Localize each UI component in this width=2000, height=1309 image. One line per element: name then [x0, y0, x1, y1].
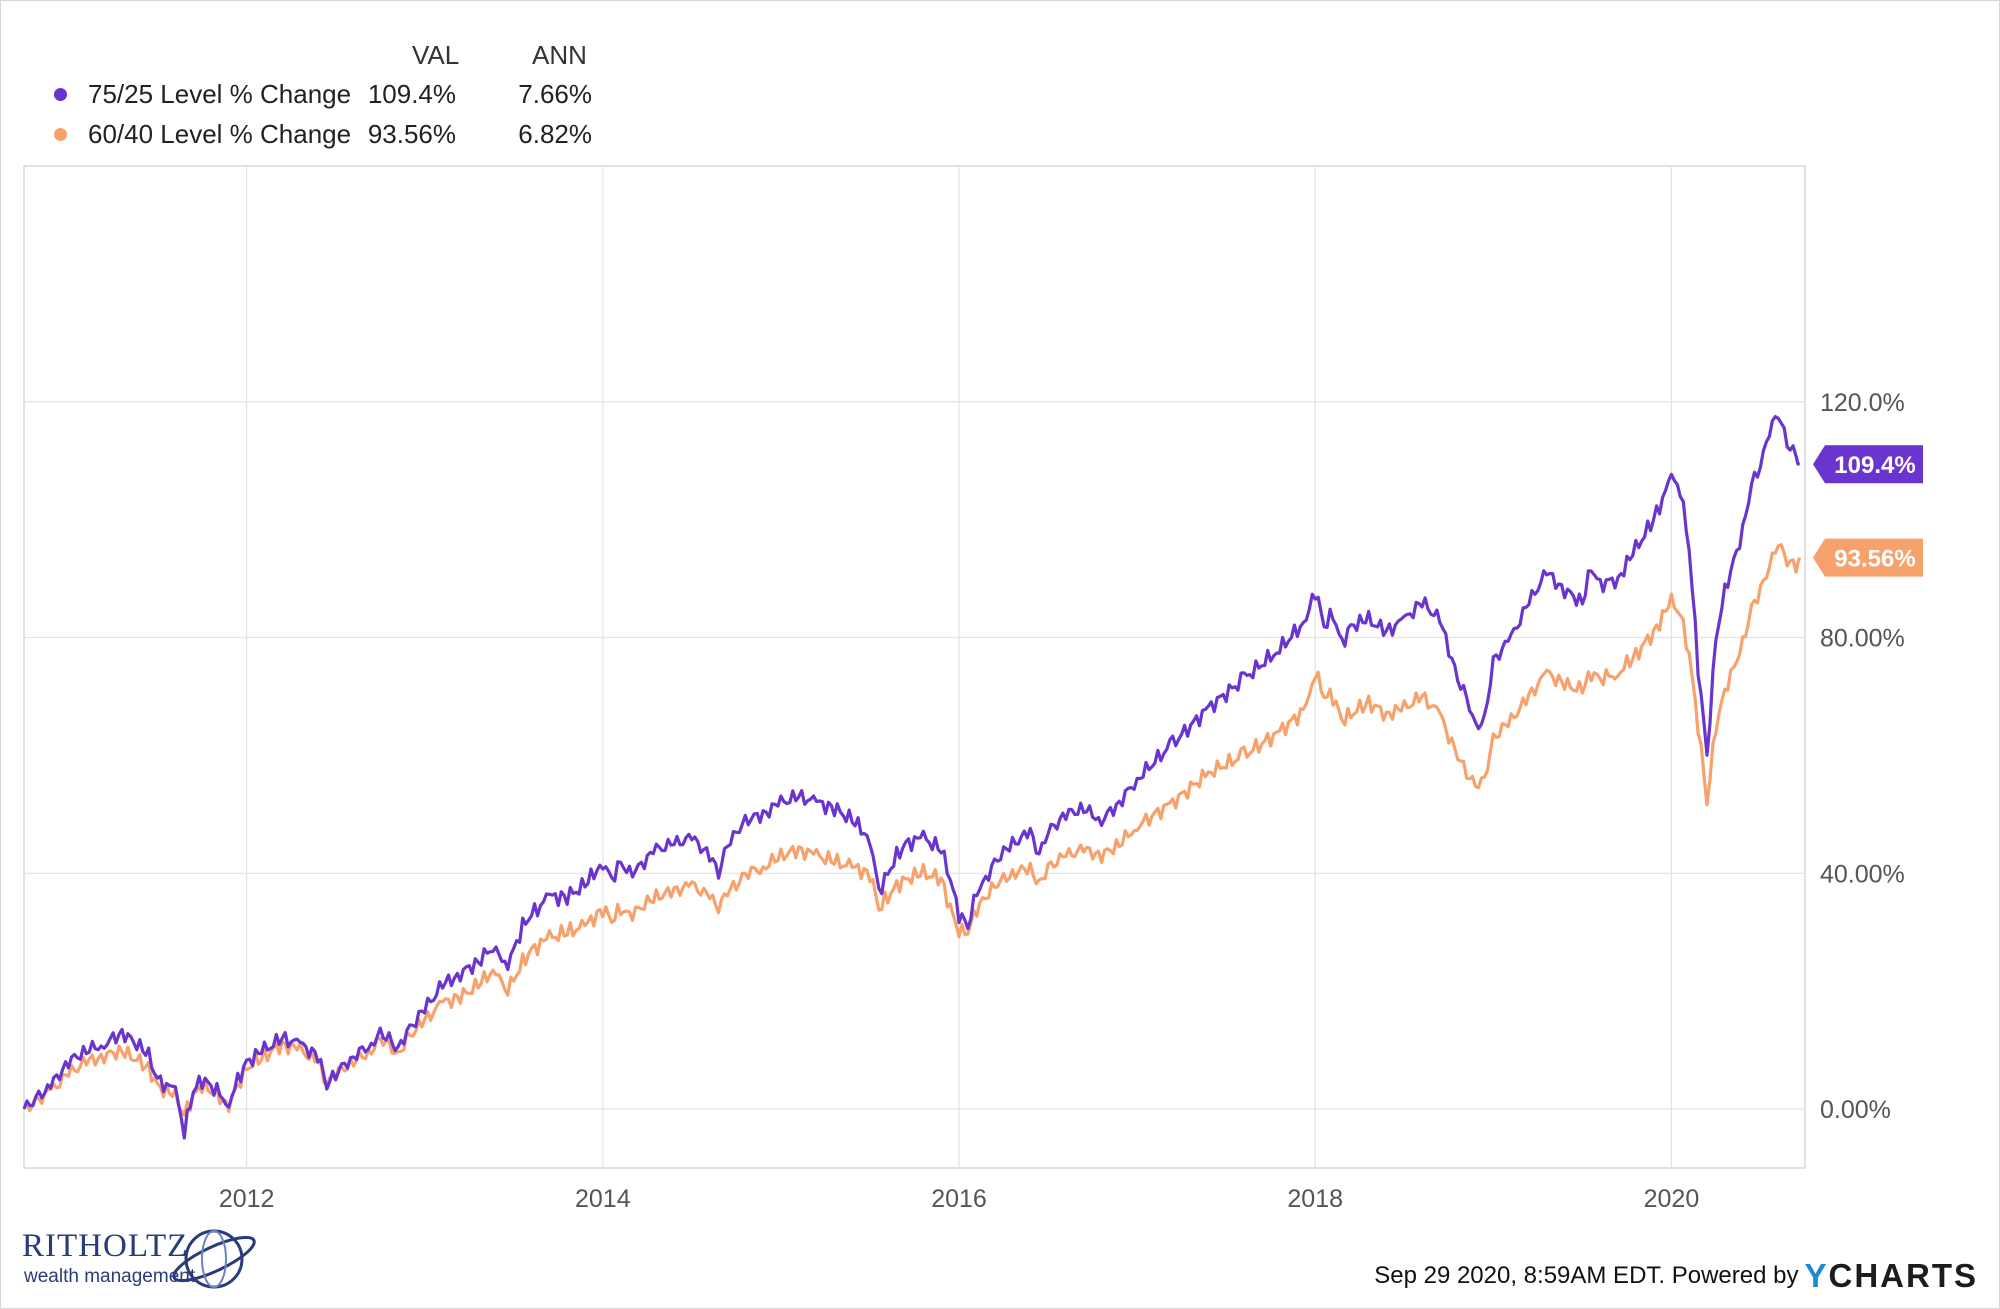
legend-series-val: 109.4% [367, 79, 456, 109]
logo-brand-text: RITHOLTZ [22, 1228, 189, 1264]
series-end-label: 93.56% [1834, 546, 1915, 573]
y-tick-label: 40.00% [1820, 860, 1905, 888]
legend-col-val-header: VAL [412, 40, 460, 70]
series-line [22, 415, 1800, 1140]
legend-series-dot [54, 88, 67, 101]
legend-row-6040[interactable]: 60/40 Level % Change 93.56% 6.82% [40, 116, 600, 156]
legend-series-ann: 7.66% [518, 79, 592, 109]
logo-subtitle: wealth management [24, 1266, 196, 1287]
legend-series-val: 93.56% [367, 119, 456, 149]
legend-series-name: 60/40 Level % Change [88, 119, 352, 149]
legend-series-ann: 6.82% [518, 119, 592, 149]
x-tick-label: 2014 [575, 1185, 631, 1213]
globe-logo-icon [172, 1229, 256, 1289]
ritholtz-logo: RITHOLTZ wealth management [22, 1226, 262, 1292]
chart-legend: VAL ANN 75/25 Level % Change 109.4% 7.66… [40, 34, 600, 164]
series-end-tag [1813, 538, 1923, 577]
x-tick-label: 2016 [931, 1185, 987, 1213]
series-line [23, 543, 1802, 1117]
y-tick-label: 80.00% [1820, 625, 1905, 653]
chart-footer: Sep 29 2020, 8:59AM EDT. Powered by YCHA… [1374, 1257, 1978, 1295]
series-end-tag [1813, 445, 1923, 484]
y-tick-label: 120.0% [1820, 389, 1905, 417]
legend-row-7525[interactable]: 75/25 Level % Change 109.4% 7.66% [40, 76, 600, 116]
series-end-label: 109.4% [1834, 452, 1915, 479]
x-tick-label: 2012 [219, 1185, 275, 1213]
legend-series-dot [54, 128, 67, 141]
plot-area-border [23, 165, 1806, 1169]
legend-col-ann-header: ANN [532, 40, 587, 70]
y-tick-label: 0.00% [1820, 1096, 1891, 1124]
ycharts-logo[interactable]: YCHARTS [1804, 1257, 1978, 1294]
x-tick-label: 2018 [1287, 1185, 1343, 1213]
timestamp-text: Sep 29 2020, 8:59AM EDT. Powered by [1374, 1262, 1799, 1289]
x-tick-label: 2020 [1644, 1185, 1700, 1213]
legend-series-name: 75/25 Level % Change [88, 79, 352, 109]
